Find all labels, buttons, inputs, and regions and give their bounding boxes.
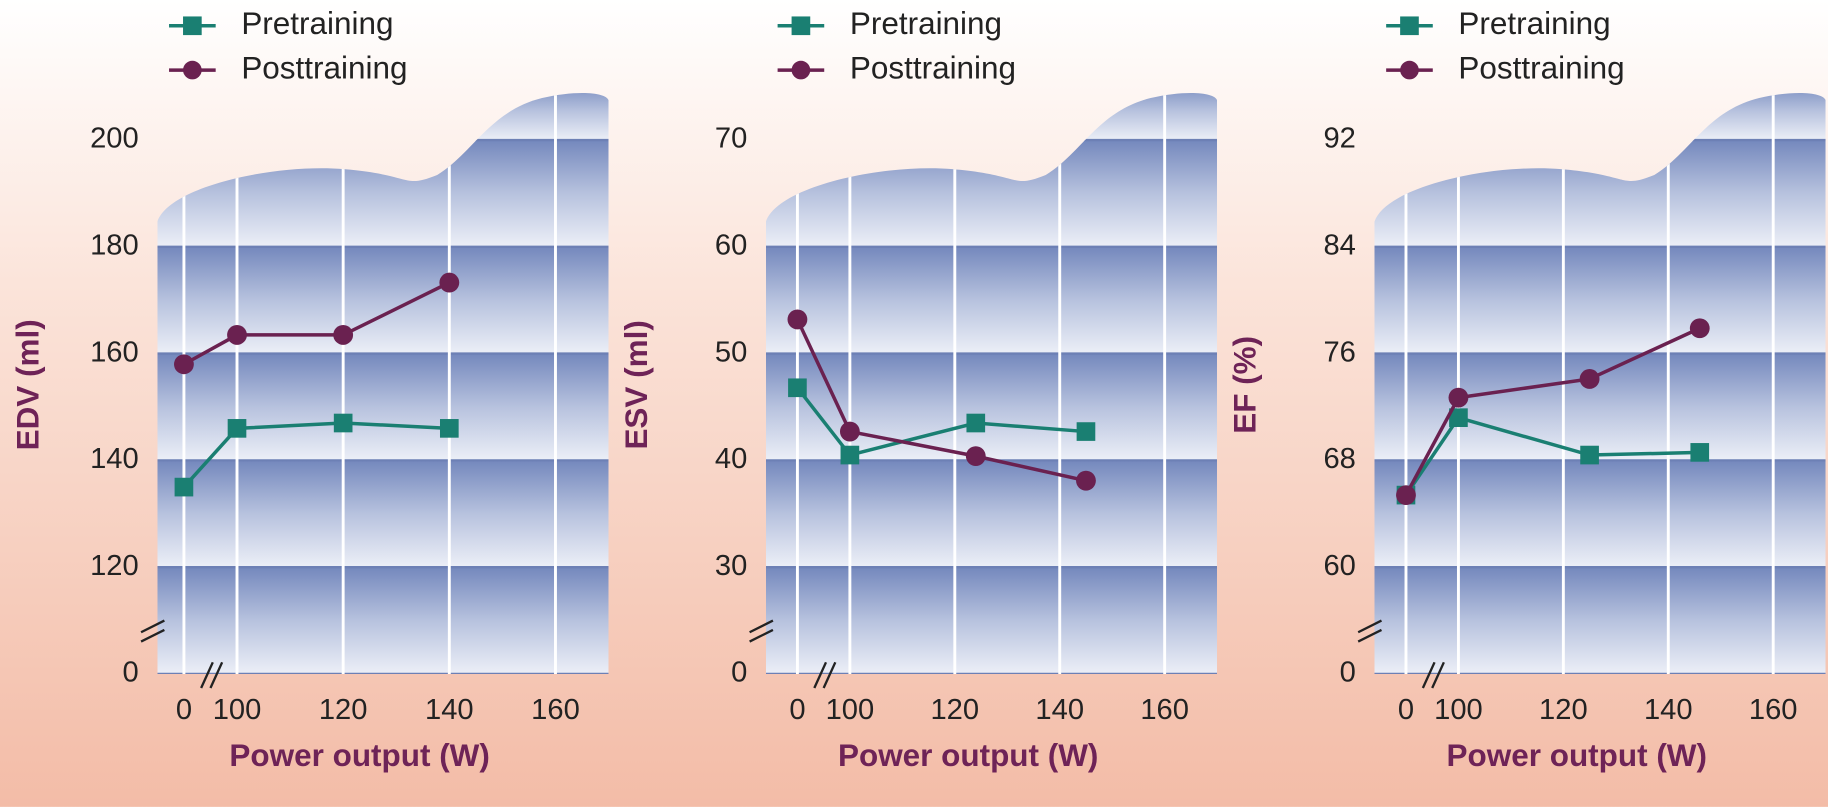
x-axis-label: Power output (W) (229, 738, 489, 773)
x-tick-label: 120 (1539, 694, 1588, 726)
marker (1580, 446, 1599, 465)
x-tick-label: 140 (1035, 694, 1084, 726)
legend-label: Posttraining (1458, 50, 1624, 85)
x-tick-label: 100 (1434, 694, 1483, 726)
marker (966, 446, 986, 466)
marker (1396, 485, 1416, 505)
y-tick-label: 30 (715, 550, 747, 582)
marker (840, 422, 860, 442)
legend-marker (1400, 16, 1419, 35)
legend-label: Pretraining (850, 6, 1002, 41)
marker (1580, 369, 1600, 389)
marker (440, 419, 459, 438)
band (157, 460, 608, 567)
y-tick-label: 92 (1323, 123, 1355, 155)
x-tick-label: 160 (1140, 694, 1189, 726)
x-tick-label: 160 (1749, 694, 1798, 726)
marker (439, 273, 459, 293)
legend-marker (1400, 61, 1419, 80)
band (157, 247, 608, 354)
y-tick-label: 0 (731, 657, 747, 689)
marker (174, 354, 194, 374)
legend-label: Posttraining (850, 50, 1016, 85)
y-tick-label: 120 (90, 550, 139, 582)
band (1374, 247, 1825, 354)
x-tick-label: 120 (319, 694, 368, 726)
band (766, 247, 1217, 354)
y-tick-label: 0 (1340, 657, 1356, 689)
marker (1077, 422, 1096, 441)
x-tick-label: 140 (1644, 694, 1693, 726)
legend-marker (792, 16, 811, 35)
x-tick-label: 0 (176, 694, 192, 726)
marker (966, 414, 985, 433)
marker (1449, 388, 1469, 408)
band (157, 567, 608, 674)
y-tick-label: 160 (90, 336, 139, 368)
y-tick-label: 200 (90, 123, 139, 155)
marker (333, 325, 353, 345)
x-tick-label: 120 (930, 694, 979, 726)
legend-label: Pretraining (1458, 6, 1610, 41)
band (766, 460, 1217, 567)
legend-label: Pretraining (241, 6, 393, 41)
y-tick-label: 76 (1323, 336, 1355, 368)
legend-label: Posttraining (241, 50, 407, 85)
marker (1690, 443, 1709, 462)
marker (788, 378, 807, 397)
x-tick-label: 0 (1398, 694, 1414, 726)
marker (228, 419, 247, 438)
band (1374, 567, 1825, 674)
legend-marker (183, 61, 202, 80)
x-axis-label: Power output (W) (1447, 738, 1707, 773)
band (766, 567, 1217, 674)
band (1374, 460, 1825, 567)
marker (227, 325, 247, 345)
y-tick-label: 70 (715, 123, 747, 155)
y-tick-label: 60 (1323, 550, 1355, 582)
y-axis-label: ESV (ml) (619, 320, 654, 449)
band (766, 354, 1217, 461)
page: {"chart_data": [ {"type": "line", "ylabe… (0, 0, 1828, 807)
marker (788, 310, 808, 330)
y-tick-label: 68 (1323, 443, 1355, 475)
x-tick-label: 100 (213, 694, 262, 726)
x-axis-label: Power output (W) (838, 738, 1098, 773)
y-tick-label: 50 (715, 336, 747, 368)
marker (841, 446, 860, 465)
marker (1690, 318, 1710, 338)
band (157, 354, 608, 461)
x-tick-label: 0 (789, 694, 805, 726)
y-tick-label: 140 (90, 443, 139, 475)
y-tick-label: 0 (123, 657, 139, 689)
marker (1076, 471, 1096, 491)
marker (175, 478, 194, 497)
y-axis-label: EDV (ml) (11, 319, 46, 450)
legend-marker (792, 61, 811, 80)
y-tick-label: 40 (715, 443, 747, 475)
x-tick-label: 140 (425, 694, 474, 726)
x-tick-label: 160 (531, 694, 580, 726)
chart: 0 120 140 160 180 200 0 100 120 140 160 EDV (ml) Pow… (0, 0, 1828, 807)
y-tick-label: 180 (90, 230, 139, 262)
marker (334, 414, 353, 433)
y-axis-label: EF (%) (1228, 336, 1263, 434)
x-tick-label: 100 (826, 694, 875, 726)
y-tick-label: 84 (1323, 230, 1355, 262)
y-tick-label: 60 (715, 230, 747, 262)
legend-marker (183, 16, 202, 35)
